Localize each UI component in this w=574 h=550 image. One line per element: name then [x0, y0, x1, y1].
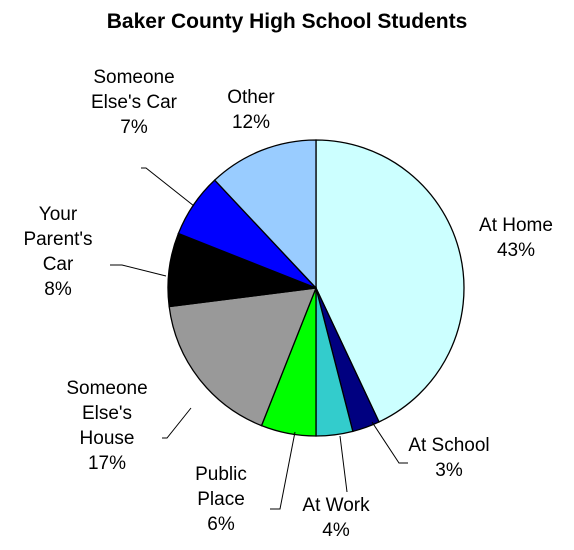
slice-percent-label: 17%	[88, 453, 126, 474]
slice-label: Else's Car	[91, 92, 178, 113]
pie-slice-1	[315, 139, 465, 423]
slice-label: Someone	[66, 378, 147, 399]
slice-percent-label: 7%	[120, 117, 148, 138]
slice-label: At School	[408, 435, 489, 456]
pie-slices	[167, 139, 465, 437]
leader-line	[162, 407, 192, 439]
pie-slice-8	[213, 139, 317, 290]
slice-label: Public	[195, 464, 247, 485]
slice-label: Someone	[93, 67, 174, 88]
slice-labels: At Home 43% At School 3% At Work 4% Public Plac…	[23, 67, 553, 541]
slice-label: Other	[227, 87, 275, 108]
slice-label: At Work	[302, 495, 370, 516]
chart-title: Baker County High School Students	[107, 10, 468, 33]
slice-label: House	[80, 428, 135, 449]
slice-label: Parent's	[23, 229, 92, 250]
slice-percent-label: 12%	[232, 112, 270, 133]
slice-percent-label: 8%	[44, 279, 72, 300]
slice-percent-label: 6%	[207, 514, 235, 535]
leader-lines	[110, 167, 408, 510]
leader-line	[270, 431, 296, 510]
slice-label: At Home	[479, 215, 553, 236]
slice-label: Car	[43, 254, 74, 275]
leader-line	[110, 264, 167, 277]
slice-percent-label: 43%	[497, 240, 535, 261]
leader-line	[141, 167, 195, 207]
slice-percent-label: 3%	[435, 460, 463, 481]
pie-slice-5	[168, 287, 318, 427]
slice-percent-label: 4%	[322, 520, 350, 541]
slice-label: Your	[39, 204, 78, 225]
slice-label: Place	[197, 489, 245, 510]
leader-line	[371, 421, 408, 464]
slice-label: Else's	[82, 403, 132, 424]
leader-line	[339, 435, 348, 493]
